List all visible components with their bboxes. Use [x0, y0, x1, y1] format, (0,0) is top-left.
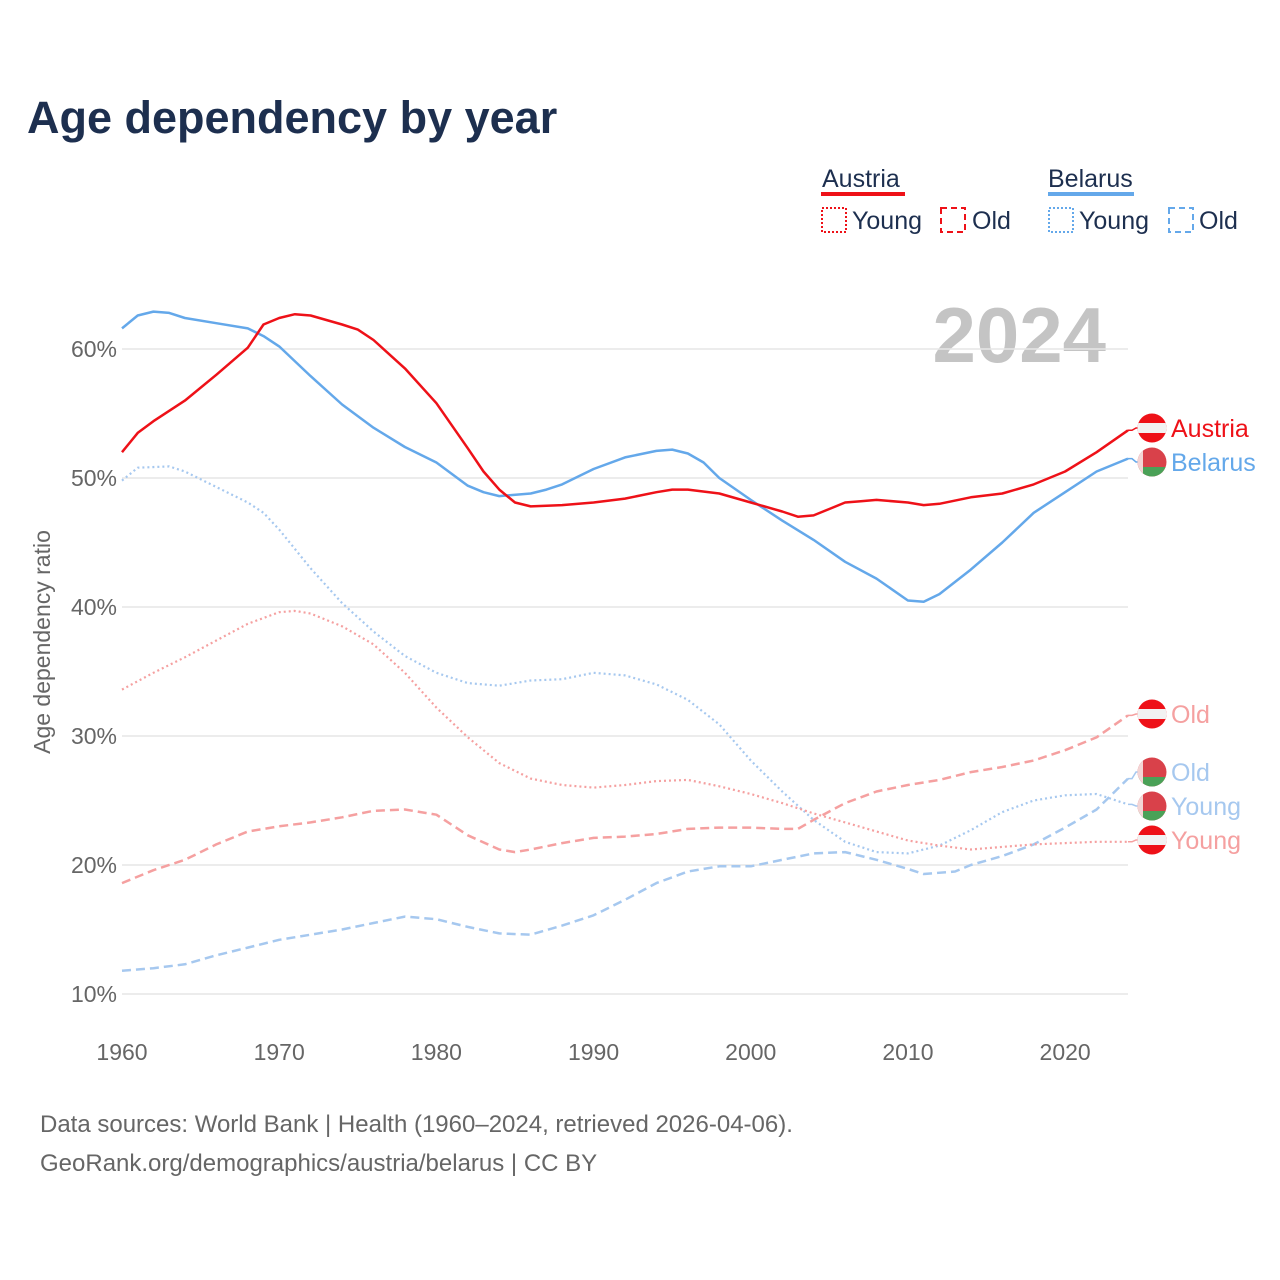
y-axis-ticks: 10% 20% 30% 40% 50% 60% — [71, 336, 117, 1007]
y-tick-label: 50% — [71, 465, 117, 491]
legend-austria-old-swatch — [940, 207, 966, 233]
legend-belarus-young-swatch — [1048, 207, 1074, 233]
x-tick-label: 1970 — [254, 1039, 305, 1065]
x-tick-label: 2020 — [1040, 1039, 1091, 1065]
y-tick-label: 30% — [71, 723, 117, 749]
series-line-austria — [121, 312, 1129, 518]
end-label-text: Old — [1171, 759, 1210, 787]
source-line: Data sources: World Bank | Health (1960–… — [40, 1111, 793, 1138]
series-line-belarus-old — [121, 777, 1129, 973]
x-tick-label: 2000 — [725, 1039, 776, 1065]
y-tick-label: 10% — [71, 981, 117, 1007]
url-line[interactable]: GeoRank.org/demographics/austria/belarus… — [40, 1150, 597, 1177]
austria-flag-icon — [1137, 413, 1167, 443]
legend-belarus-underline — [1048, 192, 1134, 196]
gridlines — [122, 348, 1128, 995]
legend-belarus-old[interactable]: Old — [1199, 207, 1238, 235]
legend-austria-young-swatch — [821, 207, 847, 233]
austria-flag-icon — [1137, 825, 1167, 855]
end-label-text: Old — [1171, 701, 1210, 729]
belarus-flag-icon — [1137, 791, 1167, 821]
y-tick-label: 40% — [71, 594, 117, 620]
end-label-text: Belarus — [1171, 449, 1256, 477]
end-label-austria: Austria — [1128, 413, 1249, 443]
legend-group-belarus: Belarus — [1048, 165, 1133, 193]
end-label-text: Young — [1171, 793, 1241, 821]
belarus-flag-icon — [1137, 757, 1167, 787]
chart-title: Age dependency by year — [27, 92, 557, 143]
legend-group-austria: Austria — [822, 165, 900, 193]
end-label-text: Young — [1171, 827, 1241, 855]
x-tick-label: 1990 — [568, 1039, 619, 1065]
year-watermark: 2024 — [932, 291, 1106, 379]
series-line-austria-young — [121, 609, 1128, 851]
y-tick-label: 20% — [71, 852, 117, 878]
x-axis-ticks: 1960 1970 1980 1990 2000 2010 2020 — [96, 1039, 1090, 1065]
x-tick-label: 1980 — [411, 1039, 462, 1065]
end-label-belarus-old: Old — [1128, 757, 1210, 787]
austria-flag-icon — [1137, 699, 1167, 729]
series-line-austria-old — [121, 714, 1129, 885]
end-label-text: Austria — [1171, 415, 1249, 443]
end-label-belarus: Belarus — [1128, 447, 1256, 477]
legend-belarus-old-swatch — [1168, 207, 1194, 233]
series-lines — [121, 310, 1129, 973]
end-labels: Austria Belarus Young Old Young Old — [1128, 413, 1256, 855]
end-label-austria-young: Young — [1128, 825, 1241, 855]
series-line-belarus-young — [121, 465, 1129, 855]
end-label-belarus-young: Young — [1128, 791, 1241, 821]
legend-austria-underline — [821, 192, 905, 196]
y-axis-label: Age dependency ratio — [29, 530, 55, 754]
legend: Austria Young Old Belarus Young Old — [821, 165, 1238, 235]
legend-austria-old[interactable]: Old — [972, 207, 1011, 235]
x-tick-label: 2010 — [882, 1039, 933, 1065]
belarus-flag-icon — [1137, 447, 1167, 477]
y-tick-label: 60% — [71, 336, 117, 362]
x-tick-label: 1960 — [96, 1039, 147, 1065]
legend-austria-young[interactable]: Young — [852, 207, 922, 235]
end-label-austria-old: Old — [1128, 699, 1210, 729]
legend-belarus-young[interactable]: Young — [1079, 207, 1149, 235]
